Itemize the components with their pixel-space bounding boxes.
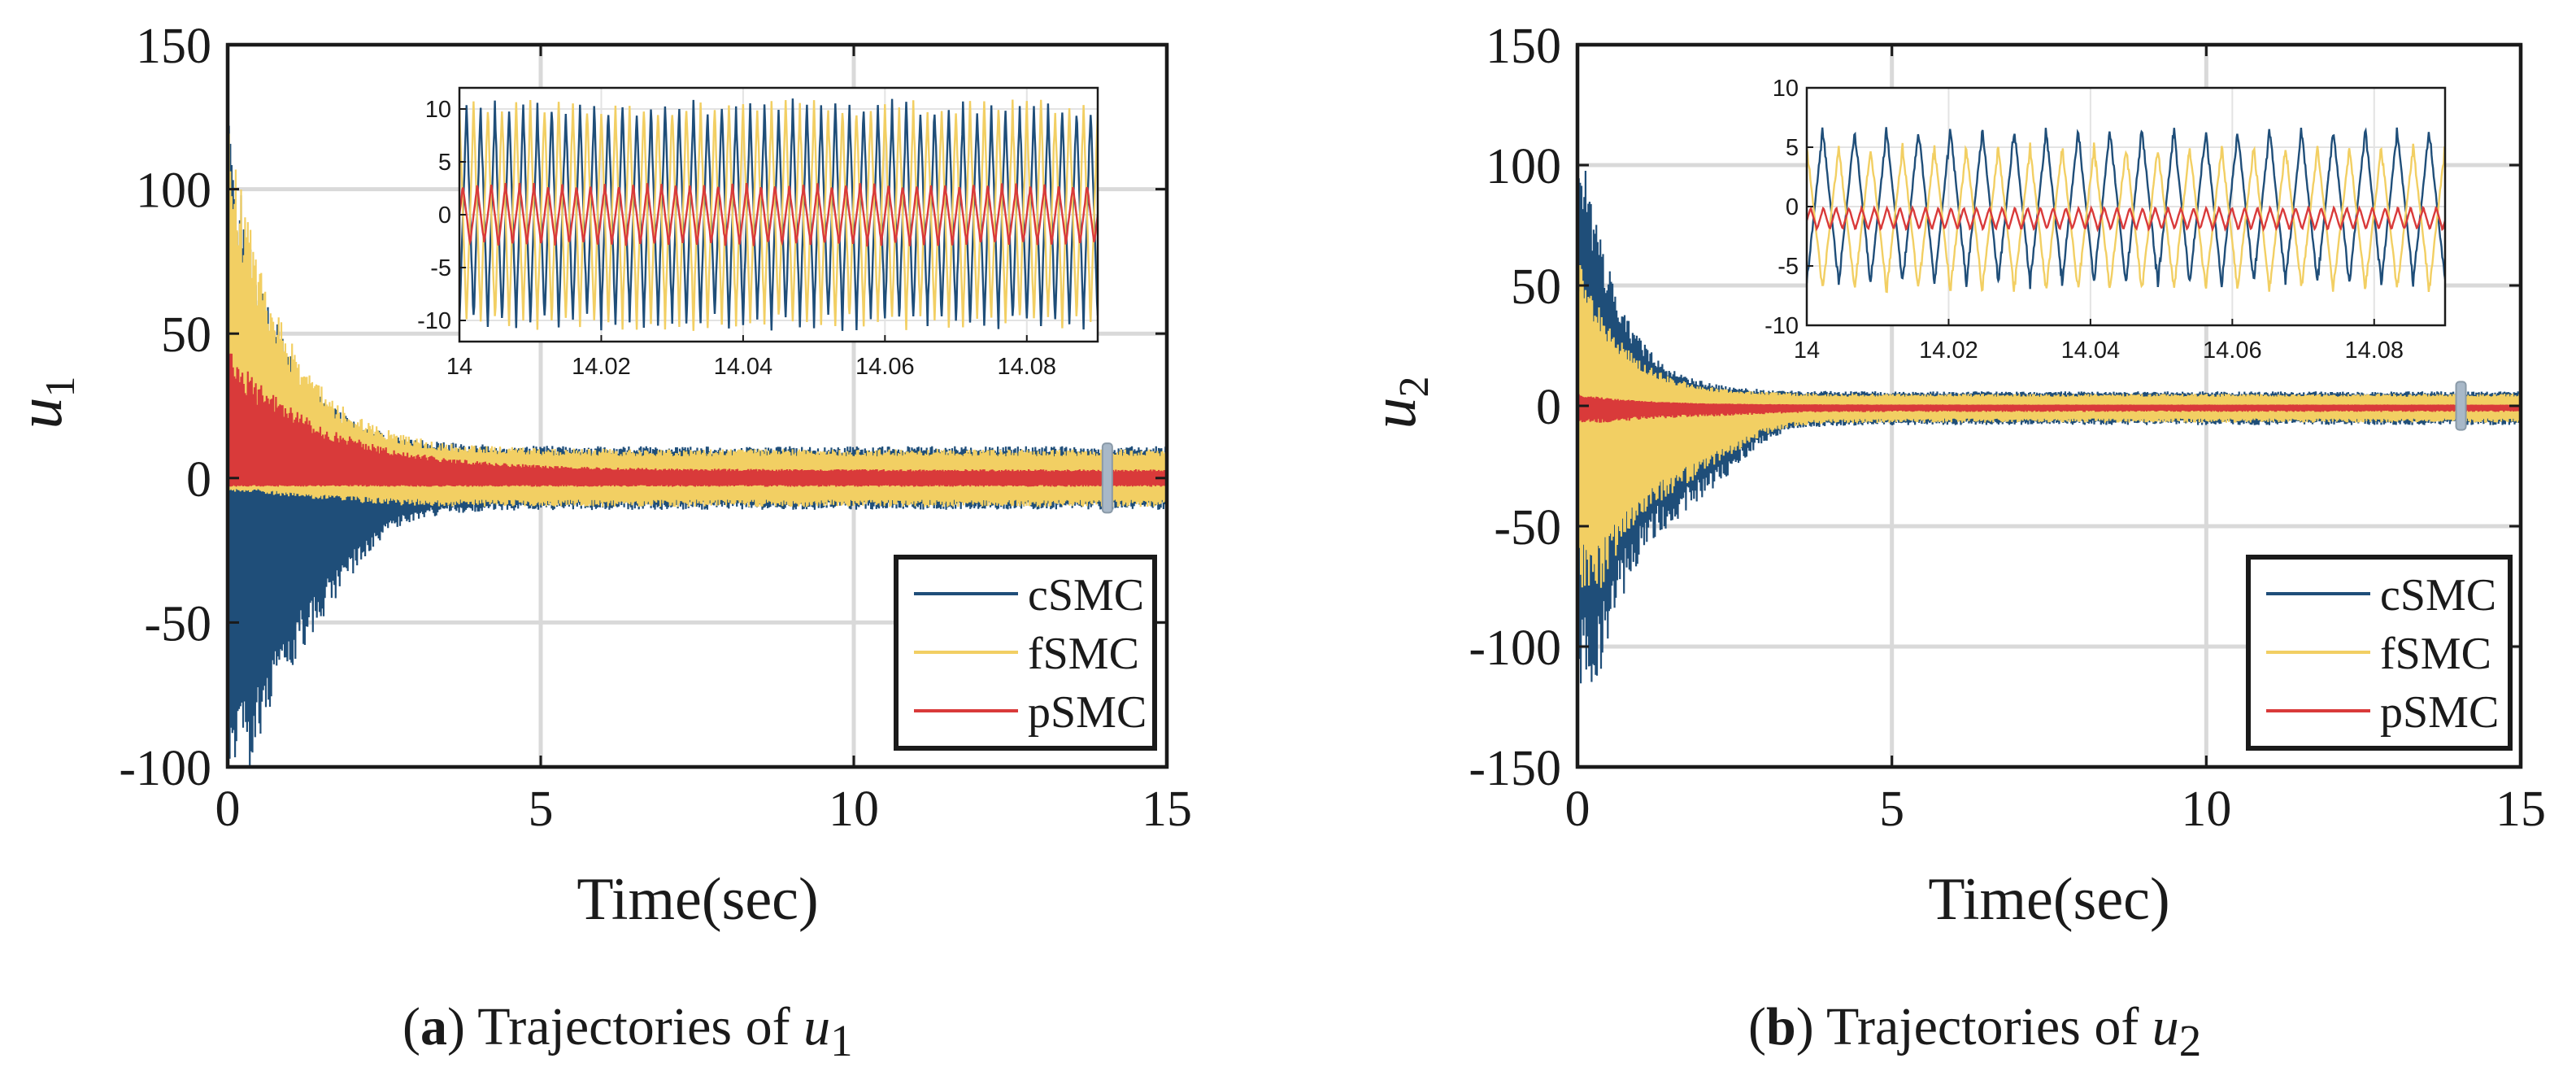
x-tick-label: 15 (2496, 782, 2546, 837)
series-line-pSMC (1577, 394, 2521, 423)
y-tick-label: -100 (1469, 621, 1561, 676)
legend-label-fSMC: fSMC (1028, 629, 1139, 679)
y-tick-label: 100 (1486, 139, 1561, 194)
inset-y-tick-label: 0 (1786, 194, 1799, 220)
caption-a: (a) Trajectories of u1 (402, 997, 853, 1066)
zoom-window-marker (1101, 442, 1113, 514)
caption-a-label: a (420, 997, 447, 1056)
inset-panel: 14 14.02 14.04 14.06 14.08 -10 -5 0 5 10 (1764, 76, 2447, 364)
inset-y-tick-label: -10 (1764, 313, 1799, 339)
y-tick-label: 0 (1536, 380, 1561, 435)
y-axis-label: u2 (1358, 377, 1438, 429)
legend: cSMC fSMC pSMC (894, 555, 1157, 751)
legend-label-cSMC: cSMC (1028, 570, 1144, 621)
legend-label-cSMC: cSMC (2380, 570, 2496, 621)
inset-series-group (459, 98, 1098, 331)
inset-x-tick-label: 14.04 (2061, 338, 2121, 364)
y-tick-label: -100 (119, 741, 211, 796)
axes-box (225, 42, 1169, 769)
zoom-window-marker (2455, 381, 2467, 431)
inset-y-tick-label: -5 (1778, 254, 1799, 280)
inset-y-tick-label: -5 (430, 255, 451, 281)
y-tick-label: -150 (1469, 741, 1561, 796)
caption-b-text: Trajectories of (1813, 997, 2152, 1056)
y-tick-label: 150 (1486, 19, 1561, 74)
caption-b-sub: 2 (2178, 1016, 2202, 1066)
caption-b-var: u (2152, 997, 2179, 1056)
legend-label-pSMC: pSMC (1028, 687, 1147, 738)
caption-a-sub: 1 (830, 1016, 853, 1066)
inset-x-tick-label: 14.08 (2344, 338, 2404, 364)
x-axis-label: Time(sec) (1928, 866, 2169, 933)
y-axis-label-var: u (4, 398, 75, 429)
inset-series-line-pSMC (459, 182, 1098, 247)
y-tick-label: 100 (136, 163, 211, 219)
legend: cSMC fSMC pSMC (2246, 555, 2513, 751)
inset-x-tick-label: 14.06 (855, 354, 915, 380)
series-group (228, 125, 1167, 766)
x-tick-label: 5 (529, 782, 554, 837)
inset-x-tick-label: 14.08 (997, 354, 1056, 380)
inset-series-line-cSMC (1807, 127, 2445, 290)
y-axis-label: u1 (4, 377, 84, 429)
caption-b-label: b (1765, 997, 1796, 1056)
y-tick-label: 0 (186, 452, 211, 507)
series-line-pSMC (228, 353, 1167, 487)
y-tick-label: 50 (161, 307, 211, 363)
x-axis-label: Time(sec) (577, 866, 818, 933)
inset-x-tick-label: 14.02 (572, 354, 631, 380)
inset-y-tick-label: 5 (438, 150, 451, 176)
inset-series-group (1807, 127, 2445, 294)
legend-label-pSMC: pSMC (2380, 687, 2499, 738)
x-tick-label: 10 (2181, 782, 2231, 837)
y-tick-label: 50 (1511, 259, 1561, 315)
x-tick-label: 15 (1142, 782, 1192, 837)
caption-a-text: Trajectories of (464, 997, 804, 1056)
inset-series-line-pSMC (1807, 204, 2445, 233)
x-tick-label: 0 (215, 782, 241, 837)
inset-y-tick-label: 0 (438, 203, 451, 229)
caption-a-var: u (803, 997, 831, 1056)
inset-y-tick-label: 5 (1786, 135, 1799, 161)
inset-x-tick-label: 14.04 (714, 354, 773, 380)
x-tick-label: 10 (829, 782, 879, 837)
inset-series-line-cSMC (459, 98, 1098, 331)
series-group (1577, 120, 2521, 684)
series-line-fSMC (1577, 258, 2521, 588)
inset-x-tick-label: 14.06 (2203, 338, 2262, 364)
inset-y-tick-label: 10 (1773, 76, 1799, 102)
inset-y-tick-label: 10 (425, 97, 451, 123)
x-tick-label: 0 (1565, 782, 1590, 837)
inset-x-tick-label: 14 (1794, 338, 1820, 364)
y-tick-label: 150 (136, 19, 211, 74)
y-tick-label: -50 (1494, 500, 1561, 555)
inset-panel: 14 14.02 14.04 14.06 14.08 -10 -5 0 5 10 (417, 86, 1099, 380)
inset-series-line-fSMC (1807, 142, 2445, 294)
y-axis-label-var: u (1358, 398, 1429, 429)
inset-y-tick-label: -10 (417, 308, 451, 334)
y-axis-label-sub: 1 (37, 377, 84, 398)
legend-label-fSMC: fSMC (2380, 629, 2491, 679)
inset-x-tick-label: 14 (446, 354, 472, 380)
x-tick-label: 5 (1879, 782, 1904, 837)
inset-series-line-fSMC (459, 99, 1098, 331)
y-tick-label: -50 (144, 596, 211, 651)
inset-x-tick-label: 14.02 (1919, 338, 1978, 364)
caption-b: (b) Trajectories of u2 (1748, 997, 2202, 1066)
y-axis-label-sub: 2 (1391, 377, 1438, 398)
